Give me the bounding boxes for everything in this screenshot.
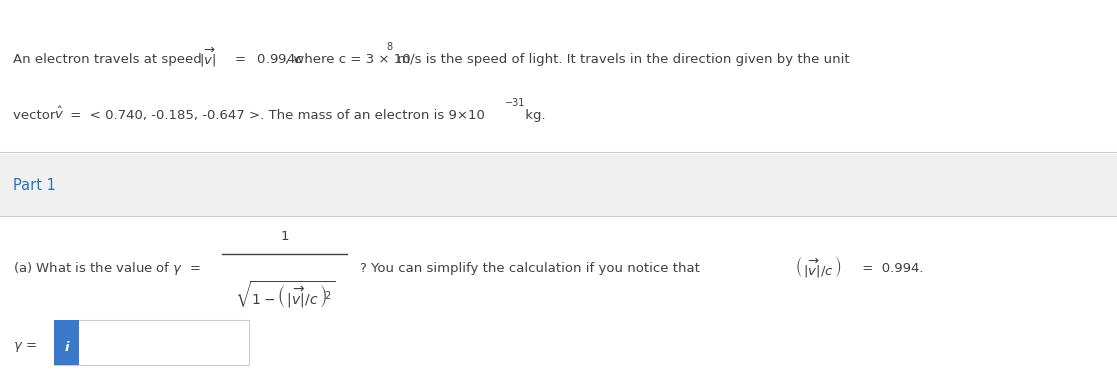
Text: $\overrightarrow{|v|}$: $\overrightarrow{|v|}$ [199,46,216,69]
Text: $\gamma$ =: $\gamma$ = [13,340,39,354]
Text: $\hat{v}$: $\hat{v}$ [54,105,64,122]
Text: ? You can simplify the calculation if you notice that: ? You can simplify the calculation if yo… [360,262,699,275]
Text: =  0.994.: = 0.994. [858,262,924,275]
Text: $\left(\,\overrightarrow{|v|}/c\,\right)$: $\left(\,\overrightarrow{|v|}/c\,\right)… [795,254,841,279]
Text: i: i [64,341,69,354]
Text: 1: 1 [280,230,289,243]
Text: 8: 8 [386,42,392,52]
Text: , where c = 3 × 10: , where c = 3 × 10 [285,53,410,66]
Text: vector: vector [13,109,60,122]
Text: $\sqrt{1-\left(\,\overrightarrow{|v|}/c\,\right)^{\!2}}$: $\sqrt{1-\left(\,\overrightarrow{|v|}/c\… [235,279,335,310]
Text: −31: −31 [505,98,525,108]
Text: kg.: kg. [521,109,545,122]
Text: m/s is the speed of light. It travels in the direction given by the unit: m/s is the speed of light. It travels in… [393,53,850,66]
Text: An electron travels at speed: An electron travels at speed [13,53,207,66]
Text: (a) What is the value of $\gamma$  =: (a) What is the value of $\gamma$ = [13,260,202,277]
Text: $=$  0.994$c$: $=$ 0.994$c$ [232,53,304,66]
Text: Part 1: Part 1 [13,178,56,193]
Text: =  < 0.740, -0.185, -0.647 >. The mass of an electron is 9×10: = < 0.740, -0.185, -0.647 >. The mass of… [66,109,485,122]
